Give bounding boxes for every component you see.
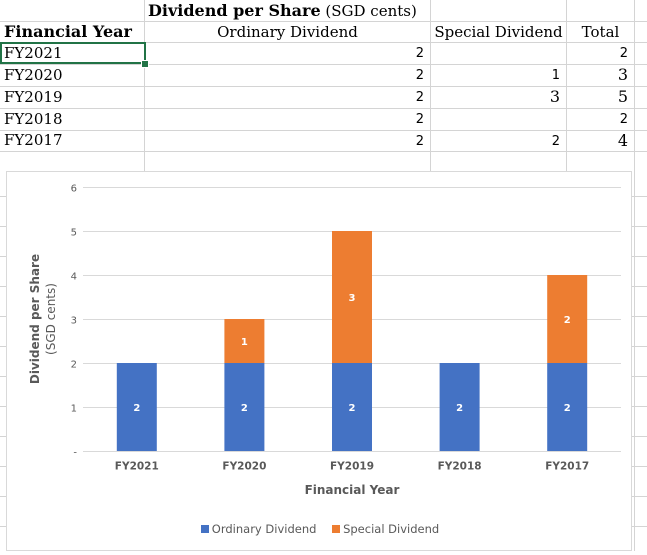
legend-label-ordinary: Ordinary Dividend	[211, 522, 317, 536]
bar-segment	[224, 363, 265, 451]
legend-item-ordinary[interactable]: Ordinary Dividend	[200, 522, 317, 536]
sheet-title-bold: Dividend per Share	[148, 1, 321, 20]
cell-ordinary[interactable]: 2	[415, 90, 424, 105]
y-tick-label: 5	[71, 228, 77, 239]
data-label: 2	[241, 403, 248, 414]
data-label: 2	[456, 403, 463, 414]
header-ordinary-dividend[interactable]: Ordinary Dividend	[217, 23, 358, 41]
bar-segment	[332, 363, 372, 451]
x-tick-label: FY2021	[115, 461, 159, 473]
bar-segment	[332, 231, 372, 363]
y-tick-label: 4	[71, 272, 77, 283]
x-tick-label: FY2017	[545, 461, 589, 473]
y-tick-label: -	[73, 448, 77, 459]
cell-year[interactable]: FY2018	[4, 110, 63, 128]
data-label: 1	[241, 337, 248, 348]
y-tick-label: 1	[71, 404, 77, 415]
data-label: 3	[349, 293, 356, 304]
cell-total[interactable]: 5	[617, 87, 628, 106]
data-label: 2	[564, 315, 571, 326]
legend-label-special: Special Dividend	[343, 522, 440, 536]
y-axis-title: Dividend per Share	[28, 254, 42, 384]
cell-ordinary[interactable]: 2	[415, 68, 424, 83]
cell-total[interactable]: 2	[619, 46, 628, 61]
data-label: 2	[349, 403, 356, 414]
bar-segment	[547, 363, 588, 451]
sheet-title[interactable]: Dividend per Share (SGD cents)	[148, 1, 417, 21]
y-tick-label: 3	[71, 316, 77, 327]
cell-special[interactable]: 1	[551, 68, 560, 83]
legend-item-special[interactable]: Special Dividend	[332, 522, 439, 536]
chart-plot: 1 2 3 4 5 6 - 2 FY2021 2 1 FY2020 2 3 FY2019 2 FY2018 2 2 F…	[28, 184, 621, 497]
legend-swatch-special	[332, 525, 341, 533]
header-special-dividend[interactable]: Special Dividend	[434, 23, 563, 41]
y-tick-label: 6	[71, 184, 77, 195]
stacked-bar-chart[interactable]: 1 2 3 4 5 6 - 2 FY2021 2 1 FY2020 2 3 FY2019 2 FY2018 2 2 F…	[6, 171, 632, 551]
header-financial-year[interactable]: Financial Year	[4, 22, 132, 41]
sheet-title-unit: (SGD cents)	[320, 2, 417, 20]
cell-special[interactable]: 2	[551, 134, 560, 149]
bar-segment	[547, 275, 588, 363]
x-axis-title: Financial Year	[305, 483, 400, 497]
data-label: 2	[564, 403, 571, 414]
x-tick-label: FY2019	[330, 461, 374, 473]
cell-special[interactable]: 3	[549, 87, 560, 106]
cell-year[interactable]: FY2017	[4, 131, 63, 149]
y-axis-subtitle: (SGD cents)	[44, 283, 58, 355]
chart-legend[interactable]: Ordinary Dividend Special Dividend	[7, 522, 633, 536]
cell-total[interactable]: 3	[617, 65, 628, 84]
x-tick-label: FY2018	[438, 461, 482, 473]
active-cell-selection	[0, 42, 146, 64]
cell-year[interactable]: FY2019	[4, 88, 63, 106]
cell-ordinary[interactable]: 2	[415, 134, 424, 149]
legend-swatch-ordinary	[200, 525, 209, 533]
fill-handle[interactable]	[141, 60, 149, 68]
x-tick-label: FY2020	[222, 461, 266, 473]
cell-ordinary[interactable]: 2	[415, 46, 424, 61]
cell-ordinary[interactable]: 2	[415, 112, 424, 127]
cell-total[interactable]: 4	[617, 131, 628, 150]
bar-segment	[439, 363, 480, 451]
bar-segment	[224, 319, 265, 363]
cell-year[interactable]: FY2020	[4, 66, 63, 84]
cell-year[interactable]: FY2021	[4, 44, 63, 62]
cell-total[interactable]: 2	[619, 112, 628, 127]
y-tick-label: 2	[71, 360, 77, 371]
data-label: 2	[133, 403, 140, 414]
bar-segment	[116, 363, 157, 451]
header-total[interactable]: Total	[581, 23, 620, 41]
